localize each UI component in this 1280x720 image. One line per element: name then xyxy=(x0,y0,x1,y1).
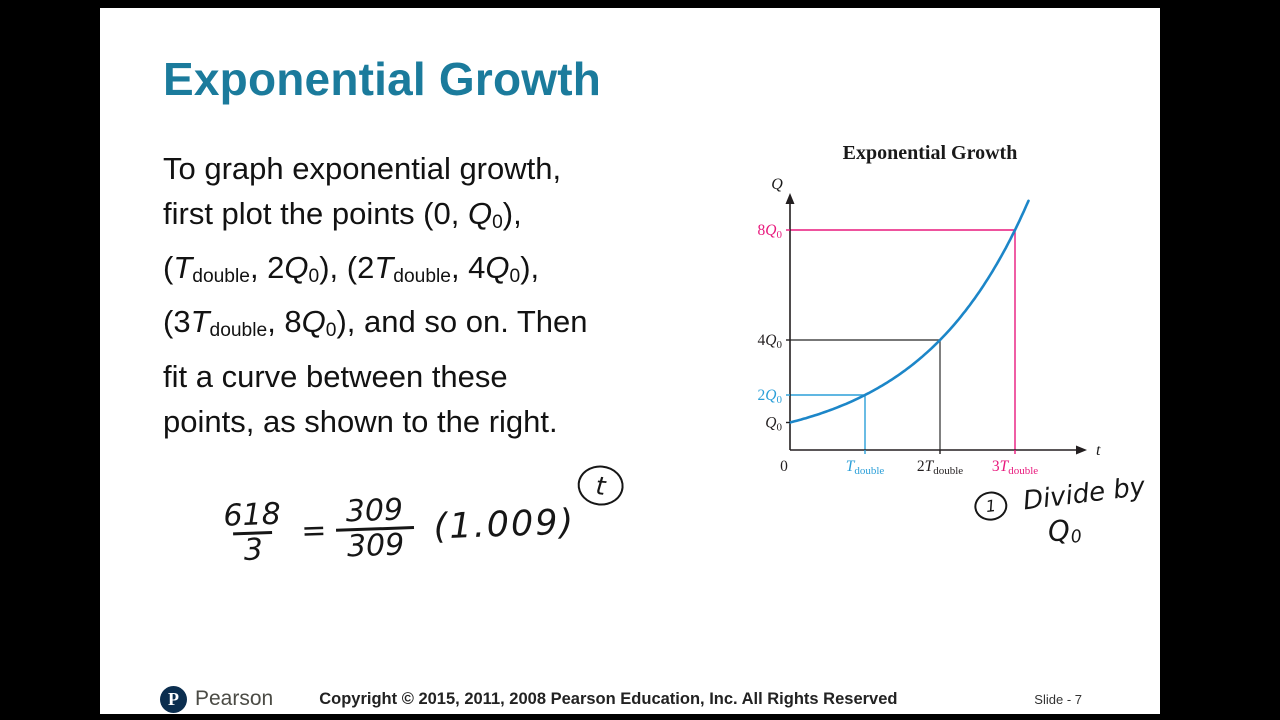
growth-chart-svg: Exponential Growth Qt Q0 2Q0 4Q0 8Q0 0 Tdouble 2… xyxy=(758,142,1101,477)
logo-letter: P xyxy=(168,688,179,709)
circled-step-number: 1 xyxy=(972,489,1009,523)
chart-title: Exponential Growth xyxy=(843,142,1018,164)
pearson-logo-icon: P xyxy=(160,685,187,713)
brand-name: Pearson xyxy=(195,687,274,710)
y-axis-arrow xyxy=(785,193,795,204)
letterbox-bottom xyxy=(0,714,1280,720)
y-axis-label: Q xyxy=(771,176,783,193)
guide-line xyxy=(790,394,866,450)
handwritten-fraction-right: 309 309 xyxy=(335,492,415,565)
tick-label: 4Q0 xyxy=(758,332,783,351)
slide: Exponential Growth To graph exponential … xyxy=(100,8,1160,714)
fraction-denominator: 3 xyxy=(233,531,274,568)
fraction-numerator: 309 xyxy=(345,492,404,530)
tick-label: 2Q0 xyxy=(758,387,783,406)
slide-footer: P Pearson Copyright © 2015, 2011, 2008 P… xyxy=(100,684,1160,714)
exponential-curve xyxy=(788,199,1030,424)
handwritten-fraction-left: 618 3 xyxy=(213,496,293,569)
letterbox-top xyxy=(0,0,1280,8)
page-title: Exponential Growth xyxy=(163,53,602,105)
tick-label: 0 xyxy=(780,458,788,475)
letterbox-right xyxy=(1160,0,1280,720)
copyright-text: Copyright © 2015, 2011, 2008 Pearson Edu… xyxy=(319,689,898,708)
slide-body: To graph exponential growth, first plot t… xyxy=(163,151,588,439)
x-axis-arrow xyxy=(1076,445,1087,455)
pearson-logo: P Pearson xyxy=(160,685,274,713)
tick-label: 3Tdouble xyxy=(992,458,1038,477)
equals-sign: = xyxy=(300,513,328,550)
letterbox-left xyxy=(0,0,100,720)
handwritten-equation: 618 3 = 309 309 (1.009) t xyxy=(205,463,626,569)
equation-base: (1.009) xyxy=(432,502,576,548)
tick-label: 8Q0 xyxy=(758,222,783,241)
fraction-denominator: 309 xyxy=(336,526,415,565)
tick-label: Q0 xyxy=(765,415,782,434)
fraction-numerator: 618 xyxy=(222,496,282,534)
tick-label: Tdouble xyxy=(846,458,885,477)
slide-number: Slide - 7 xyxy=(1034,691,1082,707)
tick-label: 2Tdouble xyxy=(917,458,963,477)
circled-exponent: t xyxy=(576,463,626,508)
exponent-t: t xyxy=(576,463,626,508)
x-axis-label: t xyxy=(1096,442,1101,459)
